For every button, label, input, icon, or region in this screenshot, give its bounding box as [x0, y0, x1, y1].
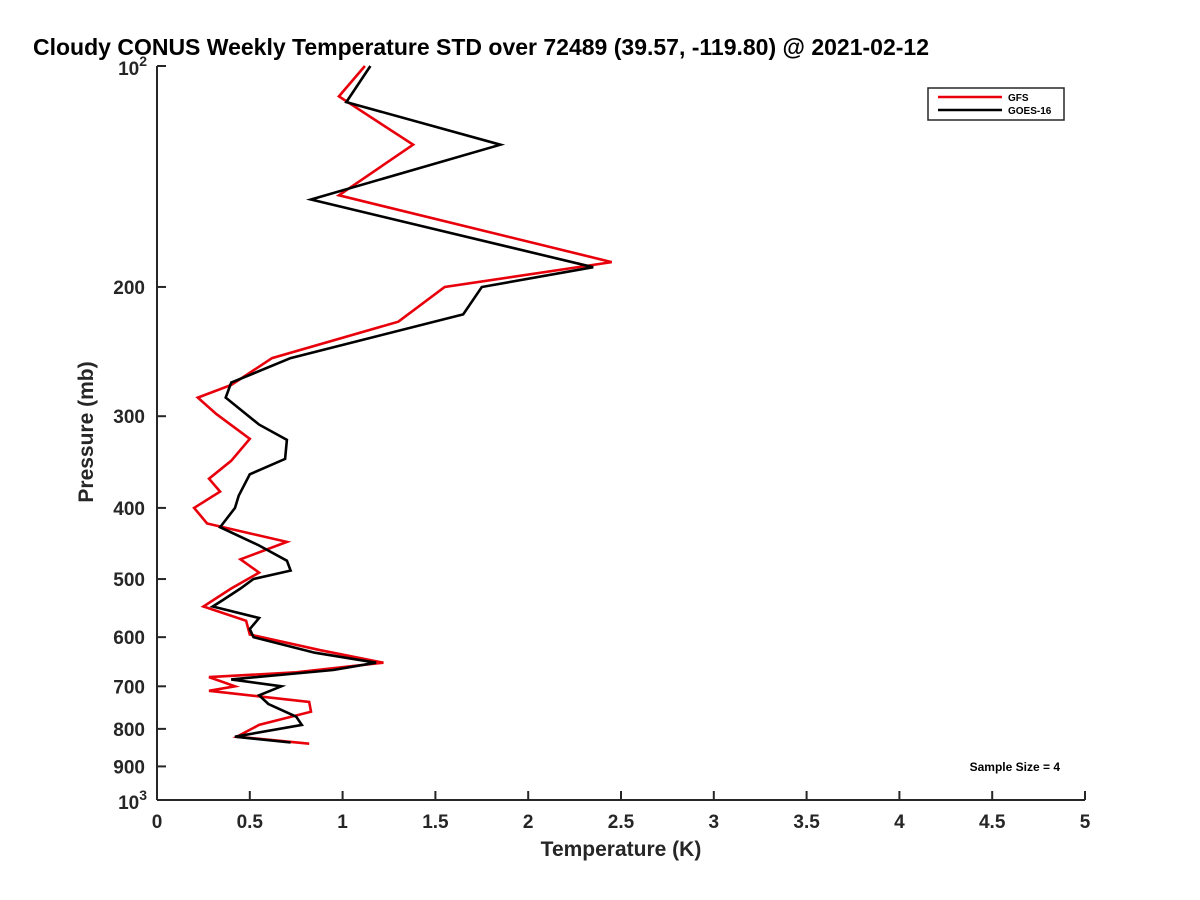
x-tick-label: 2 [523, 812, 534, 833]
y-tick-base: 10 [118, 59, 139, 80]
y-tick-label: 103 [118, 787, 147, 814]
y-tick-label: 400 [113, 499, 145, 520]
x-tick-label: 1.5 [422, 812, 449, 833]
y-tick-label: 200 [113, 278, 145, 299]
x-tick-label: 1 [337, 812, 348, 833]
chart-title: Cloudy CONUS Weekly Temperature STD over… [33, 34, 929, 60]
x-tick-label: 4.5 [979, 812, 1006, 833]
y-tick-label: 102 [118, 53, 147, 80]
y-tick-label: 600 [113, 628, 145, 649]
y-tick-label: 900 [113, 757, 145, 778]
y-tick-base: 10 [118, 793, 139, 814]
plot-area: 0 0.5 1 1.5 2 2.5 3 3.5 4 4.5 51022003004005006007… [33, 34, 1091, 861]
y-tick-label: 800 [113, 720, 145, 741]
sample-size-annotation: Sample Size = 4 [970, 760, 1061, 774]
series-line-gfs [192, 65, 613, 745]
x-tick-label: 0 [152, 812, 163, 833]
x-axis-label: Temperature (K) [541, 838, 702, 861]
x-tick-label: 0.5 [237, 812, 264, 833]
y-tick-label: 500 [113, 570, 145, 591]
x-tick-label: 4 [894, 812, 905, 833]
legend-label-gfs: GFS [1008, 93, 1029, 104]
series-line-goes-16 [209, 65, 594, 744]
x-tick-label: 2.5 [608, 812, 635, 833]
legend-box [927, 87, 1065, 121]
y-axis-label: Pressure (mb) [75, 361, 98, 502]
y-tick-label: 300 [113, 407, 145, 428]
x-tick-label: 3 [709, 812, 720, 833]
y-tick-exponent: 2 [139, 53, 147, 69]
legend-label-goes-16: GOES-16 [1008, 106, 1052, 117]
x-tick-label: 5 [1080, 812, 1091, 833]
y-tick-label: 700 [113, 677, 145, 698]
x-tick-label: 3.5 [793, 812, 820, 833]
y-tick-exponent: 3 [139, 787, 147, 803]
